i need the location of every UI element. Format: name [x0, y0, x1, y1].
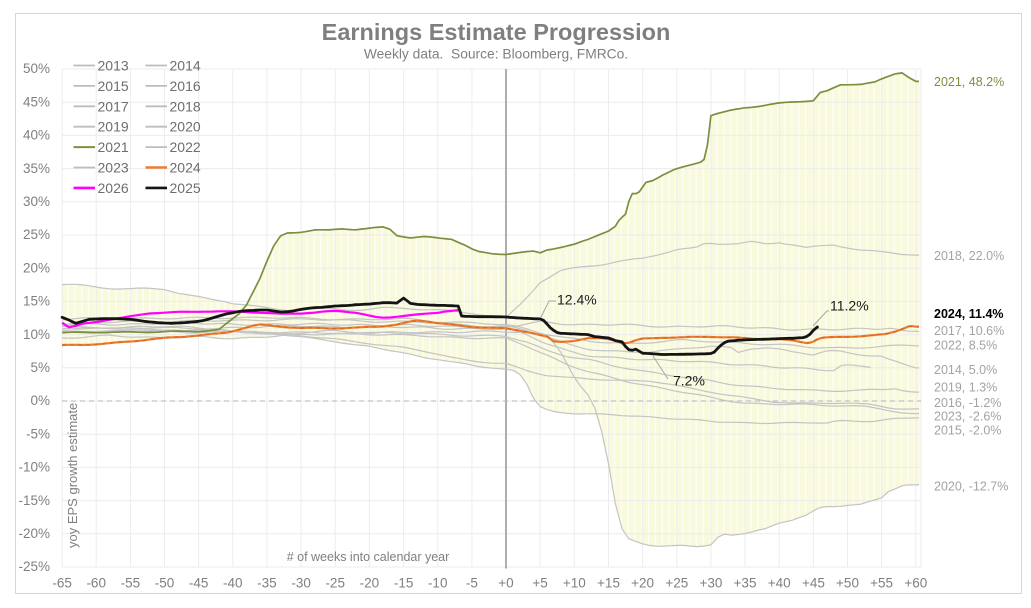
svg-text:Weekly data. Source: Bloomber: Weekly data. Source: Bloomberg, FMRCo.: [364, 47, 628, 62]
svg-text:+35: +35: [734, 576, 757, 591]
svg-text:# of weeks into calendar year: # of weeks into calendar year: [287, 550, 450, 564]
svg-text:30%: 30%: [23, 194, 50, 209]
svg-text:-5: -5: [466, 576, 478, 591]
svg-text:2013: 2013: [98, 58, 129, 74]
svg-text:-45: -45: [189, 576, 209, 591]
svg-text:2014: 2014: [170, 58, 201, 74]
svg-text:40%: 40%: [23, 128, 50, 143]
svg-text:10%: 10%: [23, 327, 50, 342]
svg-text:2020: 2020: [170, 119, 201, 135]
svg-text:+55: +55: [870, 576, 893, 591]
svg-text:2019, 1.3%: 2019, 1.3%: [934, 381, 997, 395]
svg-text:12.4%: 12.4%: [557, 292, 597, 308]
svg-text:2023, -2.6%: 2023, -2.6%: [934, 409, 1001, 423]
svg-text:45%: 45%: [23, 94, 50, 109]
svg-text:2016: 2016: [170, 78, 201, 94]
svg-text:-15%: -15%: [18, 493, 50, 508]
svg-text:Earnings Estimate Progression: Earnings Estimate Progression: [322, 19, 671, 45]
svg-text:11.2%: 11.2%: [830, 298, 869, 314]
svg-text:25%: 25%: [23, 227, 50, 242]
svg-text:-30: -30: [291, 576, 311, 591]
svg-text:yoy EPS growth estimate: yoy EPS growth estimate: [65, 403, 80, 548]
svg-text:2021, 48.2%: 2021, 48.2%: [934, 75, 1004, 89]
svg-text:20%: 20%: [23, 260, 50, 275]
svg-text:-55: -55: [121, 576, 141, 591]
svg-text:-10: -10: [428, 576, 448, 591]
svg-text:2022: 2022: [170, 139, 201, 155]
svg-text:2024, 11.4%: 2024, 11.4%: [934, 307, 1004, 321]
svg-text:2014, 5.0%: 2014, 5.0%: [934, 363, 997, 377]
svg-text:-25: -25: [325, 576, 345, 591]
svg-text:5%: 5%: [30, 360, 50, 375]
svg-text:-20%: -20%: [18, 526, 50, 541]
svg-text:+30: +30: [699, 576, 722, 591]
svg-text:+20: +20: [631, 576, 654, 591]
svg-text:2018, 22.0%: 2018, 22.0%: [934, 249, 1004, 263]
svg-text:2021: 2021: [98, 139, 129, 155]
svg-text:15%: 15%: [23, 294, 50, 309]
svg-text:-50: -50: [155, 576, 175, 591]
svg-text:-40: -40: [223, 576, 243, 591]
svg-text:-25%: -25%: [18, 559, 50, 574]
svg-text:+45: +45: [802, 576, 825, 591]
svg-text:-15: -15: [394, 576, 414, 591]
svg-text:2015, -2.0%: 2015, -2.0%: [934, 423, 1001, 437]
svg-text:+60: +60: [904, 576, 927, 591]
svg-text:-65: -65: [52, 576, 72, 591]
svg-text:-60: -60: [86, 576, 106, 591]
svg-text:2020, -12.7%: 2020, -12.7%: [934, 479, 1008, 493]
svg-text:2025: 2025: [170, 180, 201, 196]
svg-text:-5%: -5%: [26, 426, 50, 441]
svg-text:+50: +50: [836, 576, 859, 591]
svg-text:-10%: -10%: [18, 460, 50, 475]
svg-text:2017: 2017: [98, 98, 129, 114]
svg-text:2016, -1.2%: 2016, -1.2%: [934, 396, 1001, 410]
svg-text:+15: +15: [597, 576, 620, 591]
svg-text:2026: 2026: [98, 180, 129, 196]
svg-text:+0: +0: [498, 576, 513, 591]
svg-text:2024: 2024: [170, 160, 201, 176]
svg-text:2022, 8.5%: 2022, 8.5%: [934, 338, 997, 352]
svg-text:2015: 2015: [98, 78, 129, 94]
svg-text:+10: +10: [563, 576, 586, 591]
svg-text:-20: -20: [360, 576, 380, 591]
svg-text:-35: -35: [257, 576, 277, 591]
svg-text:35%: 35%: [23, 161, 50, 176]
svg-text:+40: +40: [768, 576, 791, 591]
svg-text:0%: 0%: [30, 393, 50, 408]
svg-text:+5: +5: [532, 576, 547, 591]
svg-text:7.2%: 7.2%: [673, 373, 705, 389]
svg-text:50%: 50%: [23, 61, 50, 76]
svg-text:2023: 2023: [98, 160, 129, 176]
svg-text:+25: +25: [665, 576, 688, 591]
svg-text:2019: 2019: [98, 119, 129, 135]
svg-text:2017, 10.6%: 2017, 10.6%: [934, 324, 1004, 338]
svg-text:2018: 2018: [170, 98, 201, 114]
